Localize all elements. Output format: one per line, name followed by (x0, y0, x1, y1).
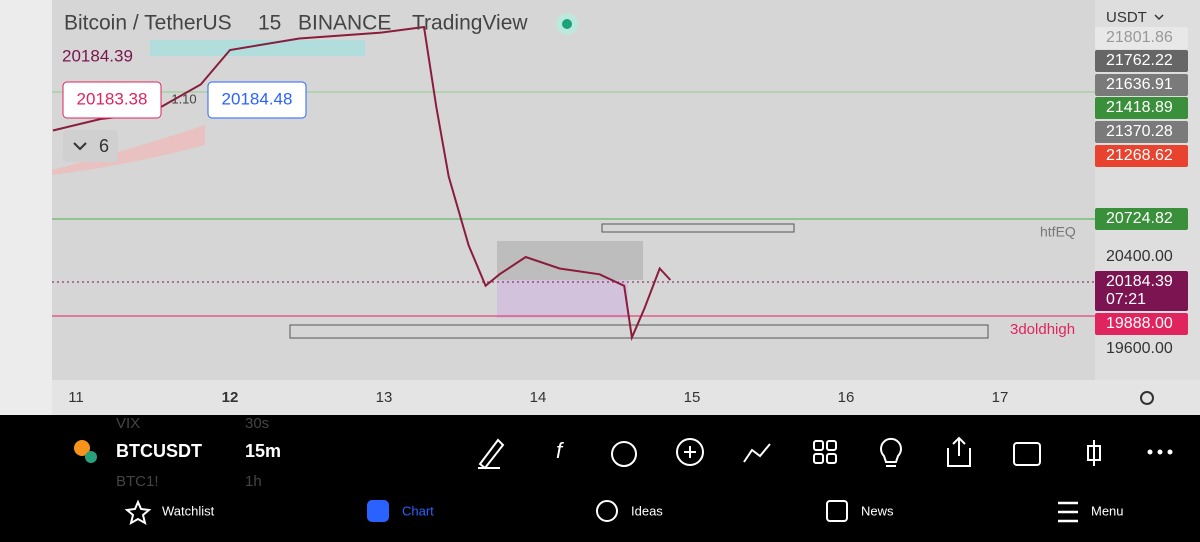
price-label: 21418.89 (1106, 99, 1173, 116)
sell-button[interactable] (62, 81, 162, 119)
interval: 15 (258, 12, 281, 35)
symbol[interactable]: BTCUSDT (116, 441, 202, 461)
time-label: 16 (838, 389, 855, 406)
indicators-icon[interactable] (743, 443, 771, 463)
nav-item[interactable]: Menu (1091, 503, 1124, 518)
status-dot (562, 19, 572, 29)
watchlist-icon[interactable] (124, 499, 152, 526)
annotation: 3doldhigh (1010, 321, 1075, 338)
price-badge (1095, 145, 1188, 167)
nav-item[interactable]: News (861, 503, 894, 518)
source: TradingView (412, 12, 528, 35)
price-badge (1095, 27, 1188, 49)
price-badge (1095, 208, 1188, 230)
chevron (1154, 14, 1164, 21)
price-label: 20724.82 (1106, 210, 1173, 227)
price-label: 19888.00 (1106, 315, 1173, 332)
bid[interactable]: 20183.38 (77, 89, 148, 108)
nav-item[interactable]: Watchlist (162, 503, 215, 518)
layout-icon (826, 440, 837, 451)
time-label: 17 (992, 389, 1009, 406)
interval[interactable]: 15m (245, 441, 281, 461)
price-label: 20400.00 (1106, 248, 1173, 265)
hidden-interval: 30s (245, 415, 269, 432)
currency[interactable]: USDT (1106, 9, 1147, 26)
add-icon (684, 446, 696, 458)
replay-icon[interactable] (1013, 442, 1041, 466)
hidden-symbol: VIX (116, 415, 140, 432)
time-axis-bg (52, 380, 1200, 415)
coin-icon (74, 440, 90, 456)
alert-icon[interactable] (611, 441, 637, 467)
time-label: 14 (530, 389, 547, 406)
coin-icon (85, 451, 97, 463)
price-label: 07:21 (1106, 291, 1146, 308)
price-label: 21370.28 (1106, 123, 1173, 140)
chart-icon[interactable] (367, 500, 389, 522)
nav-item[interactable]: Ideas (631, 503, 663, 518)
time-label: 13 (376, 389, 393, 406)
layout-icon[interactable] (813, 440, 824, 451)
price-label: 21762.22 (1106, 52, 1173, 69)
price-badge (1095, 50, 1188, 72)
add-icon[interactable] (676, 438, 704, 466)
last-price: 20184.39 (62, 46, 133, 65)
fx-icon[interactable]: f (556, 438, 565, 463)
indicator-toggle[interactable] (63, 130, 118, 162)
price-badge (1095, 97, 1188, 119)
left-strip (0, 0, 52, 415)
price-label: 21268.62 (1106, 147, 1173, 164)
exchange: BINANCE (298, 12, 391, 35)
price-label: 20184.39 (1106, 273, 1173, 290)
overlay-band (52, 125, 205, 175)
layout-icon (813, 453, 824, 464)
candle-icon[interactable] (1087, 440, 1101, 466)
time-label: 15 (684, 389, 701, 406)
share-icon[interactable] (947, 436, 971, 467)
layout-icon (826, 453, 837, 464)
ideas-icon[interactable] (596, 500, 618, 522)
price-label: 21636.91 (1106, 76, 1173, 93)
zone-box (289, 324, 989, 339)
time-label: 12 (222, 389, 239, 406)
chart-bg (0, 0, 1200, 415)
annotation: htfEQ (1040, 224, 1076, 240)
time-label: 11 (68, 389, 84, 406)
price-badge (1095, 74, 1188, 96)
symbol: Bitcoin / TetherUS (64, 12, 232, 35)
news-icon[interactable] (826, 500, 848, 522)
price-series (52, 25, 672, 342)
zone-box (601, 223, 795, 233)
ideas-icon[interactable] (880, 437, 902, 467)
spread: 1.10 (171, 91, 196, 106)
nav-item[interactable]: Chart (402, 503, 434, 518)
chevron (73, 142, 87, 151)
price-badge (1095, 313, 1188, 335)
price-label: 19600.00 (1106, 340, 1173, 357)
range-box (497, 280, 628, 318)
settings-icon[interactable] (1140, 391, 1154, 405)
indicators-count[interactable]: 6 (99, 136, 109, 156)
buy-button[interactable] (207, 81, 307, 119)
draw-icon[interactable] (478, 438, 505, 470)
price-badge (1095, 121, 1188, 143)
hidden-interval: 1h (245, 473, 262, 490)
price-label: 21801.86 (1106, 29, 1173, 46)
price-badge (1095, 289, 1188, 311)
menu-icon[interactable] (1058, 501, 1078, 523)
overlay-band (150, 40, 365, 56)
price-badge (1095, 271, 1188, 293)
ask[interactable]: 20184.48 (222, 89, 293, 108)
hidden-symbol: BTC1! (116, 473, 159, 490)
